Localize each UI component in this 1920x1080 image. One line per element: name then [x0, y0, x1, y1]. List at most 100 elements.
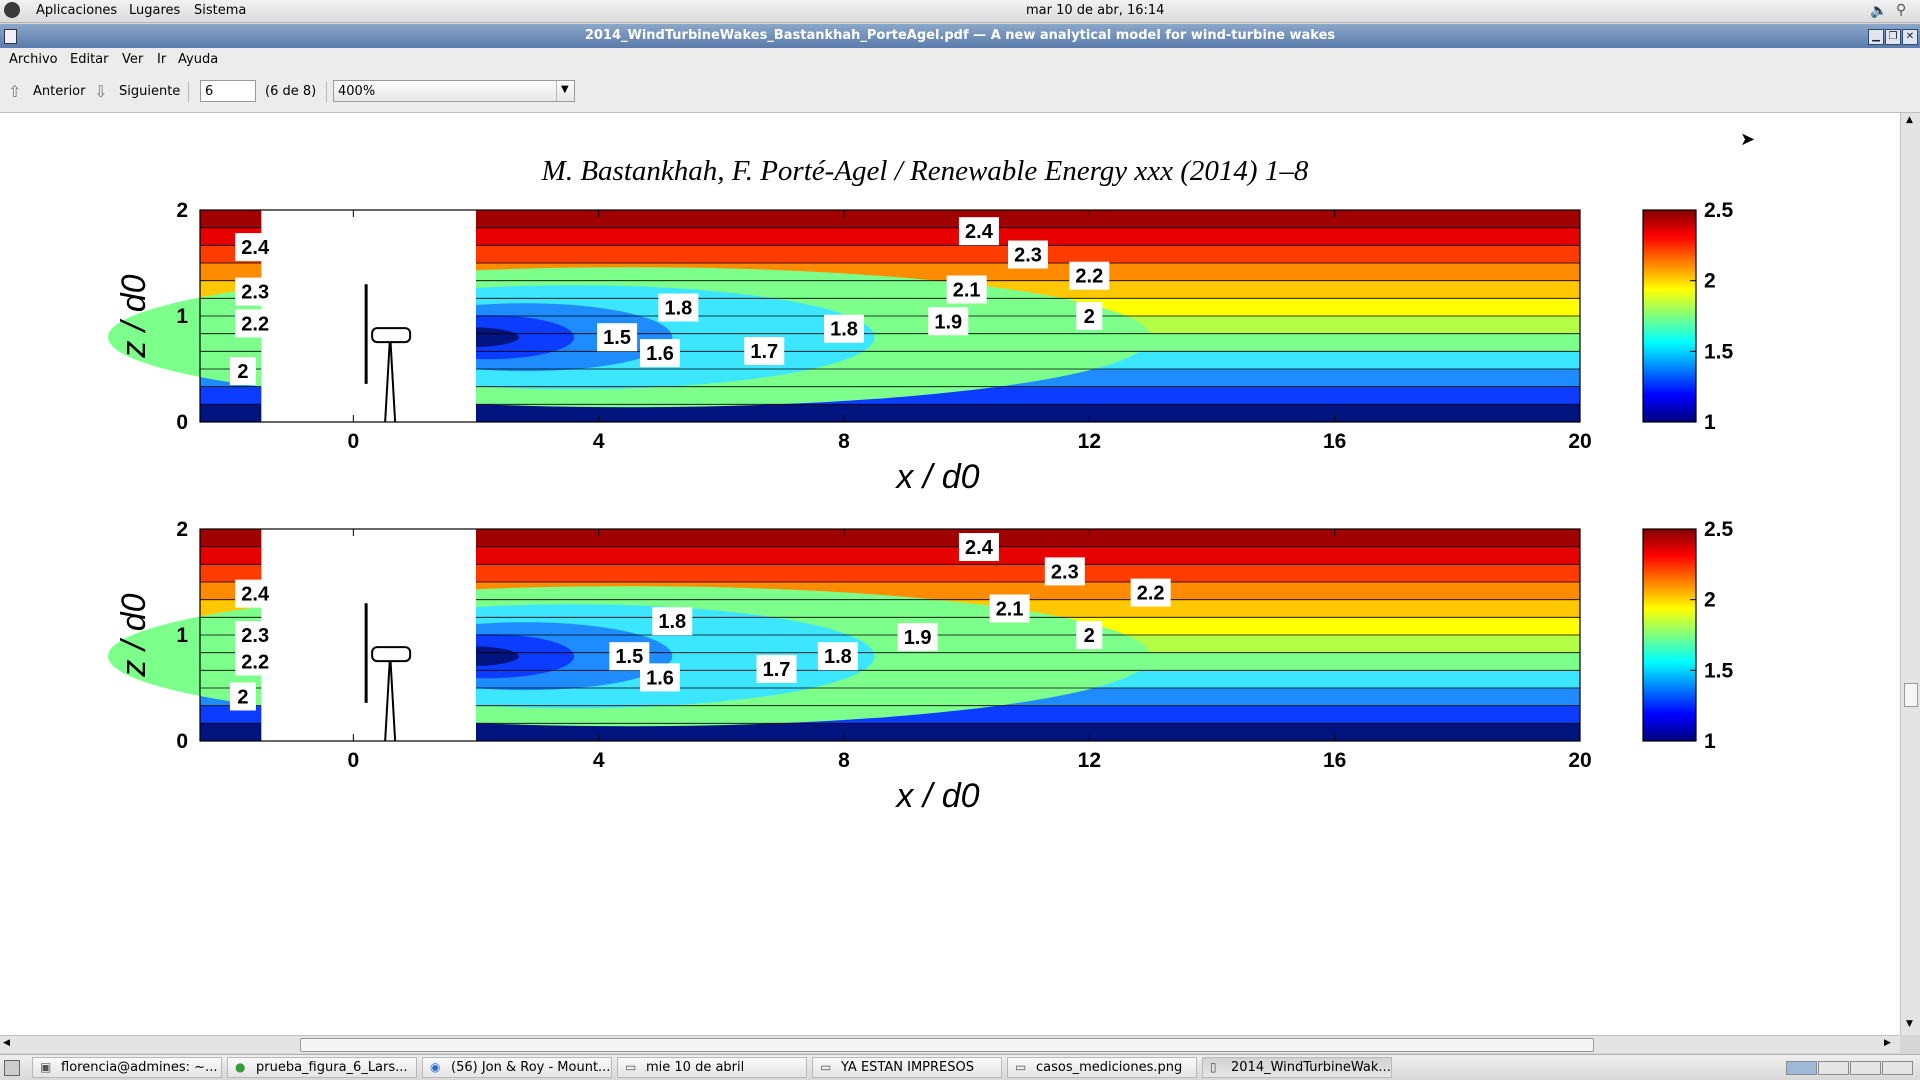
contour-label-box: [1076, 302, 1103, 330]
x-tick-label: 0: [347, 749, 359, 772]
contour-label: 1.5: [603, 327, 631, 349]
x-axis-label: x / d0: [894, 458, 979, 496]
contour-band: [200, 245, 1580, 264]
horizontal-scroll-thumb[interactable]: [300, 1038, 1594, 1052]
contour-label-box: [235, 579, 276, 608]
gnome-foot-icon[interactable]: [4, 2, 20, 18]
horizontal-scrollbar[interactable]: ◀ ▶: [0, 1035, 1900, 1053]
image-icon: ▭: [1015, 1060, 1027, 1074]
x-tick-label: 12: [1078, 430, 1101, 453]
zoom-select[interactable]: 400% ▼: [333, 80, 575, 102]
panel-clock[interactable]: mar 10 de abr, 16:14: [1026, 3, 1165, 18]
contour-label: 2.1: [953, 280, 981, 302]
document-viewer[interactable]: M. Bastankhah, F. Porté-Agel / Renewable…: [0, 113, 1900, 1035]
panel-menu-aplicaciones[interactable]: Aplicaciones: [36, 3, 118, 18]
search-icon[interactable]: ⚲: [1896, 2, 1907, 18]
x-tick-label: 12: [1078, 749, 1101, 772]
contour-label-box: [756, 654, 797, 683]
y-tick-label: 2: [176, 199, 188, 222]
contour-label: 1.8: [830, 319, 858, 341]
vertical-scrollbar[interactable]: ▲ ▼: [1900, 113, 1920, 1035]
x-tick-label: 8: [838, 430, 850, 453]
contour-label-box: [1130, 578, 1171, 607]
volume-icon[interactable]: 🔈: [1870, 3, 1888, 19]
previous-button[interactable]: Anterior: [33, 84, 86, 99]
contour-label-box: [1069, 261, 1110, 290]
document-icon: ▯: [1210, 1060, 1217, 1074]
contour-band: [200, 227, 1580, 246]
menu-editar[interactable]: Editar: [70, 52, 109, 67]
workspace-2[interactable]: [1818, 1061, 1849, 1075]
colorbar-tick-label: 1.5: [1704, 340, 1734, 363]
task-terminal[interactable]: ▣ florencia@admines: ~...: [32, 1057, 222, 1078]
contour-label-box: [229, 682, 256, 711]
contour-label: 1.9: [904, 627, 932, 649]
terminal-icon: ▣: [40, 1060, 52, 1074]
scroll-left-icon[interactable]: ◀: [3, 1038, 10, 1048]
contour-label-box: [824, 314, 864, 343]
colorbar-tick-label: 2: [1704, 589, 1716, 612]
contour-label-box: [1076, 621, 1103, 649]
contour-band: [200, 723, 1580, 742]
arrow-up-icon[interactable]: ⇧: [8, 82, 22, 101]
contour-label-box: [597, 323, 638, 352]
menu-ver[interactable]: Ver: [122, 52, 144, 67]
panel-menu-lugares[interactable]: Lugares: [129, 3, 181, 18]
workspace-1[interactable]: [1786, 1061, 1817, 1075]
toolbar: ⇧ Anterior ⇩ Siguiente (6 de 8) 400% ▼: [0, 72, 1920, 113]
y-axis-label: z / d0: [115, 593, 153, 677]
chevron-down-icon[interactable]: ▼: [561, 84, 569, 95]
contour-label: 2.3: [1014, 245, 1042, 267]
task-folder-impresos[interactable]: ▭ YA ESTAN IMPRESOS: [812, 1057, 1002, 1078]
contour-label-box: [1008, 240, 1048, 269]
x-tick-label: 0: [347, 430, 359, 453]
task-image-viewer[interactable]: ▭ casos_mediciones.png: [1007, 1057, 1197, 1078]
scroll-thumb[interactable]: [1904, 683, 1918, 707]
next-button[interactable]: Siguiente: [119, 84, 181, 99]
contour-label-box: [817, 642, 858, 671]
show-desktop-icon[interactable]: [4, 1060, 20, 1076]
contour-label: 1.9: [934, 311, 962, 333]
contour-label-box: [229, 357, 256, 386]
document-icon[interactable]: [4, 29, 17, 44]
turbine-region: [261, 529, 476, 741]
contour-label-box: [609, 642, 650, 671]
scroll-down-icon[interactable]: ▼: [1906, 1019, 1913, 1029]
contour-label: 1.8: [658, 611, 686, 633]
x-tick-label: 4: [593, 430, 605, 453]
menu-ayuda[interactable]: Ayuda: [178, 52, 219, 67]
menubar: Archivo Editar Ver Ir Ayuda: [0, 48, 1920, 72]
contour-label-box: [235, 647, 276, 676]
window-titlebar[interactable]: 2014_WindTurbineWakes_Bastankhah_PorteAg…: [0, 24, 1920, 48]
y-tick-label: 0: [176, 411, 188, 434]
maximize-icon[interactable]: ❐: [1885, 29, 1901, 45]
turbine-region: [261, 210, 476, 422]
contour-label-box: [744, 336, 785, 365]
page-number-input[interactable]: [200, 80, 256, 102]
y-tick-label: 2: [176, 518, 188, 541]
contour-label-box: [1044, 557, 1085, 586]
contour-label-box: [235, 309, 276, 338]
contour-label: 2.4: [241, 584, 270, 606]
contour-label: 2.2: [241, 313, 269, 335]
arrow-down-icon[interactable]: ⇩: [94, 82, 108, 101]
close-icon[interactable]: ✕: [1902, 29, 1918, 45]
contour-label-box: [235, 277, 276, 306]
task-folder-abril[interactable]: ▭ mie 10 de abril: [617, 1057, 807, 1078]
task-pdf-viewer[interactable]: ▯ 2014_WindTurbineWak...: [1202, 1057, 1392, 1078]
contour-label: 2.2: [1075, 266, 1103, 288]
contour-label: 1.8: [824, 646, 852, 668]
scroll-up-icon[interactable]: ▲: [1906, 115, 1913, 125]
panel-menu-sistema[interactable]: Sistema: [194, 3, 247, 18]
plot-frame: [199, 209, 1581, 423]
workspace-4[interactable]: [1882, 1061, 1913, 1075]
menu-archivo[interactable]: Archivo: [9, 52, 58, 67]
scroll-right-icon[interactable]: ▶: [1884, 1038, 1891, 1048]
task-figure-script[interactable]: ● prueba_figura_6_Lars...: [227, 1057, 417, 1078]
menu-ir[interactable]: Ir: [157, 52, 167, 67]
minimize-icon[interactable]: ▁: [1868, 29, 1884, 45]
workspace-3[interactable]: [1850, 1061, 1881, 1075]
task-browser[interactable]: ◉ (56) Jon & Roy - Mount...: [422, 1057, 612, 1078]
